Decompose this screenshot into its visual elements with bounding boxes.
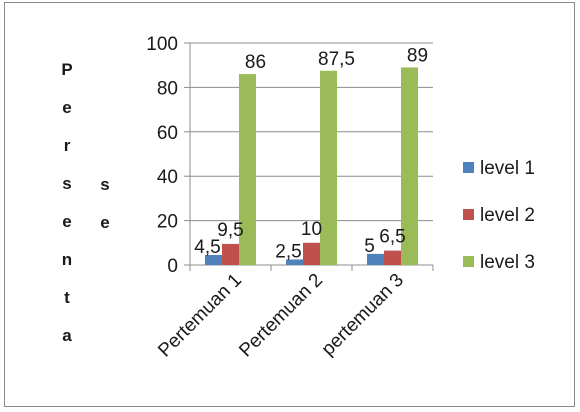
data-label: 2,5 [275, 241, 301, 262]
data-label: 10 [301, 219, 322, 240]
legend: level 1 level 2 level 3 [463, 158, 535, 273]
gridlines [190, 42, 433, 222]
y-tick-labels: 0 20 40 60 80 100 [146, 34, 178, 277]
legend-label: level 1 [480, 158, 535, 179]
y-axis-label-letter: e [62, 98, 71, 117]
legend-swatch-level-3 [463, 256, 474, 267]
bar-level-3 [239, 74, 256, 265]
legend-swatch-level-2 [463, 209, 474, 220]
bar-level-1 [367, 253, 384, 265]
y-axis-label-letter: a [62, 326, 72, 345]
bars [205, 67, 418, 265]
y-tick-label: 0 [167, 256, 178, 277]
legend-swatch-level-1 [463, 162, 474, 173]
y-axis-label-letter: e [100, 213, 109, 232]
data-label: 89 [407, 45, 428, 66]
category-label: Pertemuan 1 [154, 270, 246, 362]
y-tick-label: 100 [146, 34, 178, 55]
bar-level-3 [401, 67, 418, 265]
y-axis-label-letter: s [100, 175, 109, 194]
data-label: 4,5 [194, 237, 220, 258]
category-label: Pertemuan 2 [235, 270, 327, 362]
chart-frame: 0 20 40 60 80 100 4,5 9,5 86 2,5 10 87,5 5 6,5 89 Per… [4, 2, 575, 407]
data-label: 5 [364, 236, 375, 257]
y-tick-label: 80 [157, 78, 178, 99]
y-axis-label-letter: e [62, 212, 71, 231]
y-axis-label-letter: r [64, 136, 71, 155]
y-axis-label-letter: P [61, 60, 72, 79]
bar-level-3 [320, 70, 337, 265]
bar-level-1 [286, 259, 303, 265]
legend-label: level 3 [480, 252, 535, 273]
bar-level-2 [384, 250, 401, 265]
y-tick-label: 60 [157, 123, 178, 144]
legend-label: level 2 [480, 205, 535, 226]
data-label: 87,5 [318, 49, 355, 70]
data-labels: 4,59,5 86 2,510 87,5 5 6,5 89 [194, 45, 428, 262]
y-tick-label: 20 [157, 212, 178, 233]
y-tick-label: 40 [157, 167, 178, 188]
bar-level-2 [303, 242, 320, 265]
data-label: 86 [245, 52, 266, 73]
y-axis-label-letter: n [62, 250, 72, 269]
data-label: 6,5 [379, 227, 405, 248]
category-label: pertemuan 3 [318, 270, 408, 360]
data-label: 9,5 [217, 220, 243, 241]
bar-level-1 [205, 255, 222, 265]
y-axis-label-letter: s [62, 174, 71, 193]
y-axis-label-letter: t [64, 288, 70, 307]
bar-level-2 [222, 243, 239, 265]
